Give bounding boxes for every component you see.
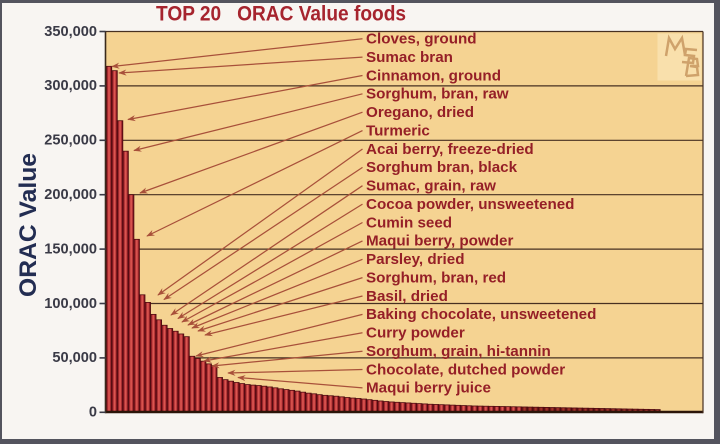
svg-text:300,000: 300,000: [44, 78, 97, 94]
svg-text:Acai berry, freeze-dried: Acai berry, freeze-dried: [366, 141, 534, 158]
svg-text:Turmeric: Turmeric: [366, 122, 430, 139]
svg-text:Cumin seed: Cumin seed: [366, 214, 452, 231]
svg-text:200,000: 200,000: [44, 187, 97, 203]
svg-text:Curry powder: Curry powder: [366, 325, 465, 342]
svg-text:100,000: 100,000: [44, 296, 97, 312]
svg-text:Sorghum, grain, hi-tannin: Sorghum, grain, hi-tannin: [366, 343, 551, 360]
svg-text:50,000: 50,000: [52, 350, 97, 366]
svg-text:Sorghum, bran, red: Sorghum, bran, red: [366, 269, 506, 286]
svg-text:Chocolate, dutched powder: Chocolate, dutched powder: [366, 361, 565, 378]
svg-text:Baking chocolate, unsweetened: Baking chocolate, unsweetened: [366, 306, 596, 323]
svg-text:Sorghum bran, black: Sorghum bran, black: [366, 159, 518, 176]
svg-text:Maqui berry, powder: Maqui berry, powder: [366, 233, 513, 250]
svg-text:0: 0: [89, 405, 97, 421]
svg-text:Cocoa powder, unsweetened: Cocoa powder, unsweetened: [366, 196, 574, 213]
svg-text:Maqui berry juice: Maqui berry juice: [366, 380, 491, 397]
svg-text:Sorghum, bran, raw: Sorghum, bran, raw: [366, 86, 509, 103]
svg-text:ORAC Value: ORAC Value: [15, 153, 42, 297]
svg-text:350,000: 350,000: [44, 24, 97, 40]
svg-text:Basil, dried: Basil, dried: [366, 288, 448, 305]
svg-text:TOP 20 ORAC Value foods: TOP 20 ORAC Value foods: [156, 2, 406, 26]
svg-text:Parsley, dried: Parsley, dried: [366, 251, 465, 268]
svg-text:Sumac, grain, raw: Sumac, grain, raw: [366, 178, 496, 195]
svg-text:Cinnamon, ground: Cinnamon, ground: [366, 67, 501, 84]
svg-text:Cloves, ground: Cloves, ground: [366, 31, 477, 48]
svg-text:250,000: 250,000: [44, 133, 97, 149]
svg-text:150,000: 150,000: [44, 241, 97, 257]
svg-text:Oregano, dried: Oregano, dried: [366, 104, 474, 121]
svg-text:Sumac bran: Sumac bran: [366, 49, 453, 66]
